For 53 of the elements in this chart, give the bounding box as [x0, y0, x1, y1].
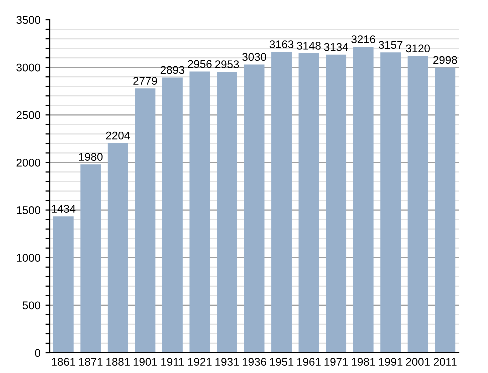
data-label: 3134 [324, 43, 348, 52]
y-tick-label: 1000 [17, 254, 41, 262]
bar [353, 47, 374, 353]
x-tick-label: 1971 [324, 358, 348, 366]
bar [298, 53, 320, 353]
y-tick-label: 2000 [16, 158, 41, 167]
data-label: 2893 [160, 66, 185, 74]
x-tick-label: 1951 [270, 358, 294, 366]
x-tick-label: 1991 [379, 358, 403, 366]
bar [190, 72, 210, 353]
x-tick-label: 1871 [79, 358, 103, 366]
bar [244, 64, 265, 353]
bar [53, 216, 74, 353]
data-label: 1434 [52, 205, 76, 213]
x-tick-label: 1931 [216, 358, 240, 366]
data-label: 2779 [134, 77, 158, 86]
bar [380, 52, 402, 353]
x-tick-label: 2001 [406, 358, 430, 366]
data-label: 3163 [270, 40, 294, 48]
data-label: 3157 [378, 41, 403, 50]
bar [162, 78, 183, 353]
y-tick-label: 0 [35, 349, 41, 358]
x-tick-label: 1961 [298, 358, 321, 366]
bar [217, 72, 238, 353]
data-label: 3148 [297, 42, 321, 50]
data-label: 2998 [434, 56, 458, 64]
y-tick-label: 3000 [16, 64, 41, 72]
bar [135, 88, 156, 353]
data-label: 3120 [406, 44, 430, 53]
x-tick-label: 1981 [352, 358, 376, 366]
x-tick-label: 1901 [134, 358, 158, 366]
y-tick-label: 1500 [17, 206, 41, 214]
y-tick-label: 2500 [16, 111, 41, 120]
x-tick-label: 1921 [188, 358, 212, 366]
x-tick-label: 1881 [106, 358, 130, 366]
y-tick-label: 500 [22, 302, 41, 310]
data-label: 3030 [242, 53, 266, 62]
data-label: 1980 [79, 153, 103, 162]
data-label: 2204 [106, 132, 130, 140]
bar [272, 52, 292, 353]
bar [326, 54, 347, 353]
x-tick-label: 2011 [434, 358, 457, 366]
y-tick-label: 3500 [16, 16, 41, 24]
bar [435, 68, 456, 353]
data-label: 3216 [352, 36, 376, 44]
x-tick-label: 1936 [242, 358, 266, 366]
x-tick-label: 1861 [52, 358, 76, 366]
x-tick-label: 1911 [162, 358, 184, 366]
data-label: 2953 [215, 60, 240, 68]
bar [408, 56, 428, 353]
bar [80, 164, 102, 353]
data-label: 2956 [188, 60, 212, 68]
bar [108, 143, 128, 353]
